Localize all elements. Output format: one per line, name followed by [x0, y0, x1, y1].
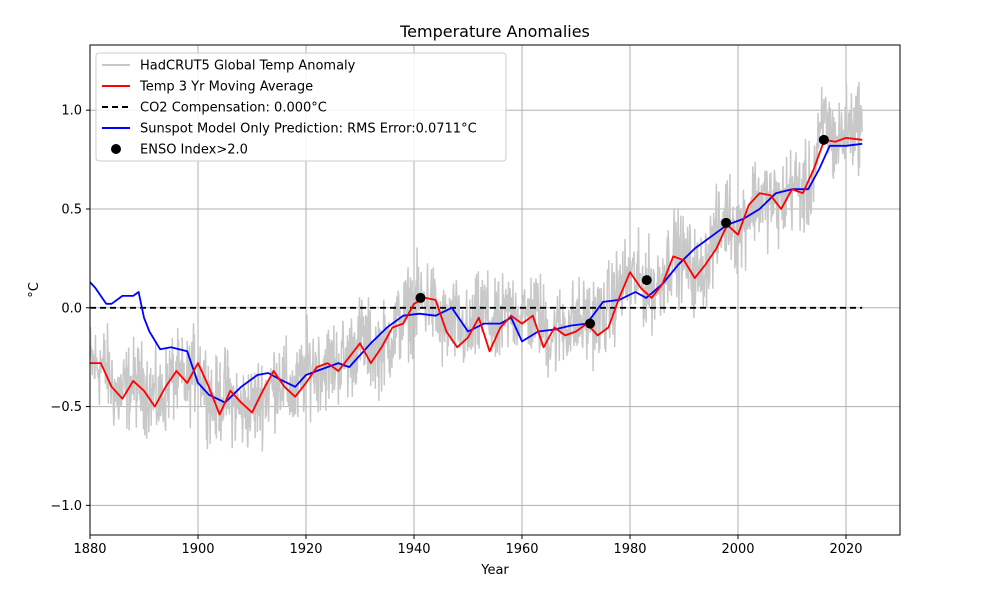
x-tick-label: 1980	[613, 542, 646, 557]
y-tick-label: −1.0	[50, 499, 82, 514]
x-tick-label: 1900	[181, 542, 214, 557]
legend-box	[95, 52, 507, 162]
series-hadcrut5	[89, 81, 863, 452]
enso-point	[585, 318, 596, 329]
legend-enso-marker	[111, 144, 121, 154]
x-tick-label: 1880	[73, 542, 106, 557]
chart-title: Temperature Anomalies	[399, 22, 590, 41]
axes-frame	[89, 44, 901, 536]
x-tick-label: 2020	[829, 542, 862, 557]
series-layer	[89, 81, 863, 452]
enso-point	[641, 275, 652, 286]
legend-co2-compensation-label: CO2 Compensation: 0.000°C	[140, 101, 327, 116]
y-axis-label: °C	[27, 282, 42, 298]
legend-enso-label: ENSO Index>2.0	[140, 143, 248, 158]
x-tick-label: 1940	[397, 542, 430, 557]
legend: HadCRUT5 Global Temp Anomaly Temp 3 Yr Mo…	[95, 52, 507, 162]
enso-point	[415, 292, 426, 303]
enso-point	[818, 134, 829, 145]
legend-hadcrut5-label: HadCRUT5 Global Temp Anomaly	[140, 59, 356, 74]
y-tick-label: −0.5	[50, 400, 82, 415]
axis-ticks: 1880 1900 1920 1940 1960 1980 2000 2020 −1.0 −0.5…	[50, 104, 862, 557]
x-axis-label: Year	[480, 563, 509, 578]
x-tick-label: 1960	[505, 542, 538, 557]
y-tick-label: 0.0	[61, 301, 82, 316]
y-tick-label: 1.0	[61, 104, 82, 119]
x-tick-label: 2000	[721, 542, 754, 557]
legend-sunspot-model-label: Sunspot Model Only Prediction: RMS Error…	[140, 122, 477, 137]
legend-moving-average-label: Temp 3 Yr Moving Average	[139, 80, 313, 95]
enso-point	[721, 217, 732, 228]
series-sunspot-model	[89, 142, 863, 404]
x-tick-label: 1920	[289, 542, 322, 557]
y-tick-label: 0.5	[61, 202, 82, 217]
